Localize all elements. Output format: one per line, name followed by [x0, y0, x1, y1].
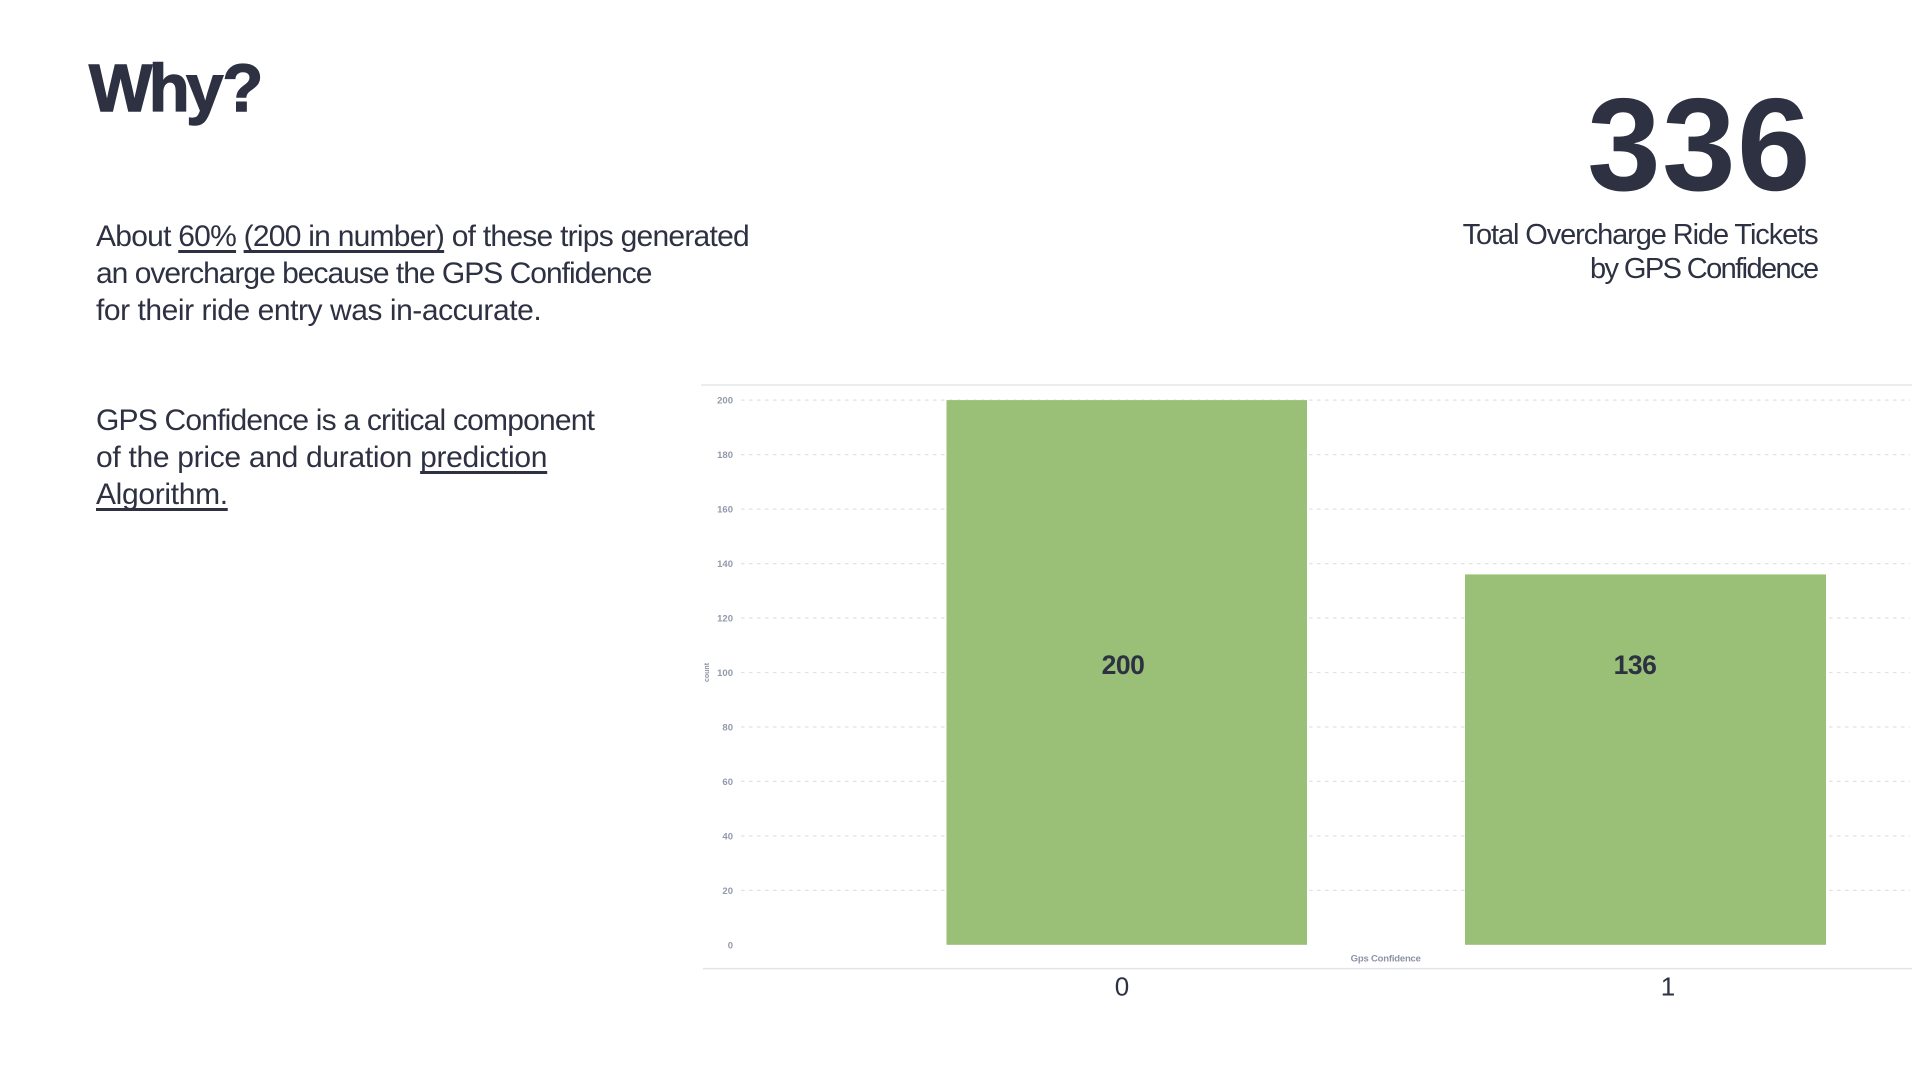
- svg-text:Gps Confidence: Gps Confidence: [1351, 954, 1421, 965]
- svg-text:100: 100: [717, 668, 733, 679]
- svg-text:140: 140: [717, 559, 733, 570]
- svg-text:136: 136: [1614, 650, 1657, 680]
- svg-text:160: 160: [717, 505, 733, 516]
- svg-text:200: 200: [717, 396, 733, 407]
- svg-text:0: 0: [728, 940, 733, 951]
- svg-text:1: 1: [1661, 972, 1675, 1002]
- svg-text:180: 180: [717, 450, 733, 461]
- svg-text:200: 200: [1102, 650, 1145, 680]
- svg-text:60: 60: [722, 777, 733, 788]
- svg-text:120: 120: [717, 614, 733, 625]
- svg-text:40: 40: [722, 831, 733, 842]
- svg-text:20: 20: [722, 886, 733, 897]
- svg-text:80: 80: [722, 722, 733, 733]
- svg-text:0: 0: [1115, 972, 1129, 1002]
- svg-text:count: count: [704, 662, 711, 682]
